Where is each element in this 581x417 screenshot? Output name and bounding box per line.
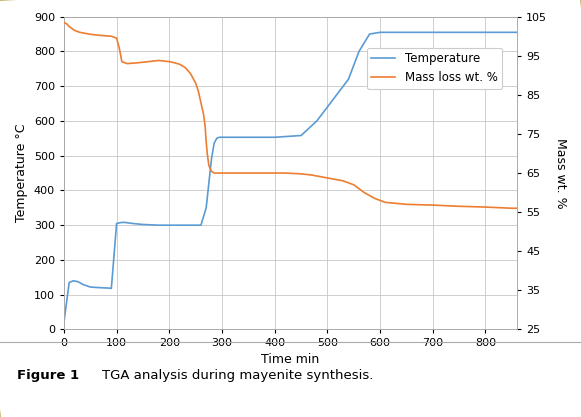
Y-axis label: Temperature °C: Temperature °C	[15, 124, 28, 222]
Temperature	[456, 30, 462, 35]
Temperature	[429, 30, 436, 35]
Temperature	[198, 223, 205, 228]
Temperature	[187, 223, 194, 228]
Temperature	[182, 223, 189, 228]
Temperature	[129, 221, 136, 226]
Temperature	[66, 280, 73, 285]
Temperature	[208, 157, 215, 162]
Temperature	[297, 133, 304, 138]
Temperature	[376, 30, 383, 35]
Temperature	[213, 136, 220, 141]
Temperature	[74, 279, 81, 284]
Line: Mass loss wt. %: Mass loss wt. %	[64, 23, 517, 208]
Temperature	[119, 220, 125, 225]
Temperature	[356, 49, 363, 54]
Temperature	[121, 220, 128, 225]
Temperature	[403, 30, 410, 35]
Temperature	[245, 135, 252, 140]
Mass loss wt. %	[216, 171, 223, 176]
Mass loss wt. %	[514, 206, 521, 211]
Mass loss wt. %	[116, 45, 123, 50]
Mass loss wt. %	[508, 206, 515, 211]
Temperature	[203, 205, 210, 210]
Temperature	[508, 30, 515, 35]
Temperature	[139, 222, 146, 227]
Temperature	[329, 98, 336, 103]
Temperature	[366, 32, 373, 37]
Temperature	[514, 30, 521, 35]
Temperature	[216, 135, 223, 140]
Temperature	[124, 220, 131, 225]
Temperature	[192, 223, 199, 228]
Temperature	[210, 141, 217, 146]
Temperature	[60, 320, 67, 325]
Temperature	[76, 280, 83, 285]
Temperature	[105, 286, 112, 291]
Temperature	[482, 30, 489, 35]
Temperature	[79, 282, 86, 287]
Mass loss wt. %	[261, 171, 268, 176]
Temperature	[155, 223, 162, 228]
Temperature	[218, 135, 225, 140]
Mass loss wt. %	[192, 80, 199, 85]
Temperature	[313, 118, 320, 123]
Text: TGA analysis during mayenite synthesis.: TGA analysis during mayenite synthesis.	[102, 369, 373, 382]
Temperature	[120, 220, 127, 225]
Mass loss wt. %	[60, 20, 67, 25]
Line: Temperature: Temperature	[64, 33, 517, 322]
Y-axis label: Mass wt. %: Mass wt. %	[554, 138, 566, 208]
Text: Figure 1: Figure 1	[17, 369, 80, 382]
Temperature	[97, 285, 104, 290]
Temperature	[171, 223, 178, 228]
Temperature	[70, 278, 77, 283]
Temperature	[345, 77, 352, 82]
Temperature	[113, 221, 120, 226]
Temperature	[282, 134, 289, 139]
Temperature	[87, 284, 94, 289]
Temperature	[108, 286, 115, 291]
Mass loss wt. %	[213, 171, 220, 176]
Temperature	[271, 135, 278, 140]
Mass loss wt. %	[208, 168, 215, 173]
Legend: Temperature, Mass loss wt. %: Temperature, Mass loss wt. %	[367, 48, 502, 89]
Temperature	[205, 181, 212, 186]
X-axis label: Time min: Time min	[261, 353, 320, 366]
